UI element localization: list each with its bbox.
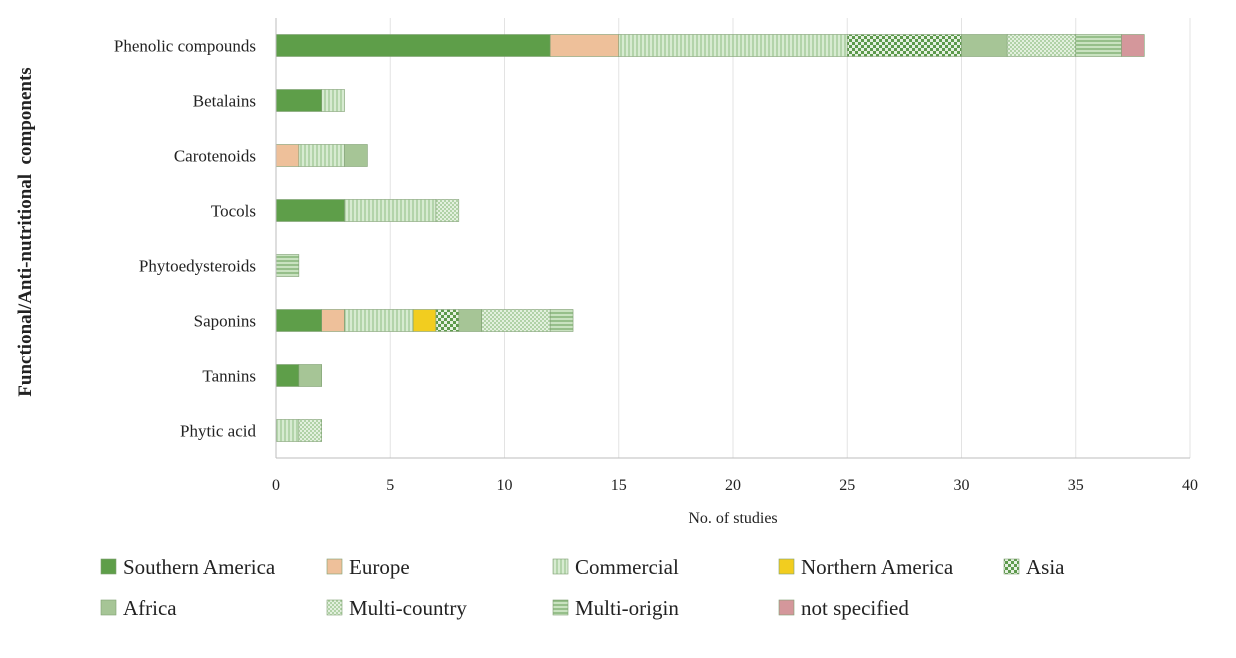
bar-saponins-multi-country xyxy=(481,309,551,332)
x-tick-label: 10 xyxy=(497,477,513,494)
bar-phenolic-compounds-commercial xyxy=(618,34,848,57)
bar-saponins-asia xyxy=(435,309,460,332)
x-tick-label: 20 xyxy=(725,477,741,494)
legend-swatch-africa xyxy=(100,599,117,616)
bar-carotenoids-europe xyxy=(275,144,300,167)
bar-saponins-europe xyxy=(321,309,345,332)
legend-label-africa: Africa xyxy=(123,596,177,620)
bar-tocols-southern-america xyxy=(275,199,345,222)
bar-carotenoids-commercial xyxy=(298,144,345,167)
legend-swatch-multi-origin xyxy=(552,599,569,616)
bar-tocols-commercial xyxy=(344,199,437,222)
legend-label-europe: Europe xyxy=(349,555,410,579)
bar-tannins-africa xyxy=(298,364,323,387)
legend-swatch-multi-country xyxy=(326,599,343,616)
x-axis-title: No. of studies xyxy=(688,510,777,527)
bar-phenolic-compounds-multi-origin xyxy=(1075,34,1122,57)
y-axis-title: Functional/Anti-nutritional components xyxy=(15,67,36,396)
legend: Southern America Europe Commercial Northern… xyxy=(100,555,1065,620)
gridlines xyxy=(389,18,1191,458)
legend-label-asia: Asia xyxy=(1026,555,1065,579)
bars xyxy=(275,34,1145,442)
category-label: Betalains xyxy=(193,92,256,111)
bar-phenolic-compounds-europe xyxy=(549,34,620,57)
legend-label-multi-country: Multi-country xyxy=(349,596,467,620)
x-tick-label: 40 xyxy=(1182,477,1198,494)
bar-betalains-southern-america xyxy=(275,89,323,112)
bar-saponins-southern-america xyxy=(275,309,323,332)
x-tick-label: 30 xyxy=(954,477,970,494)
legend-swatch-not-specified xyxy=(778,599,795,616)
x-tick-label: 25 xyxy=(839,477,855,494)
bar-phytic-acid-multi-country xyxy=(298,419,323,442)
bar-tannins-southern-america xyxy=(275,364,300,387)
x-tick-label: 0 xyxy=(272,477,280,494)
bar-phytic-acid-commercial xyxy=(275,419,300,442)
category-label: Tannins xyxy=(202,367,256,386)
legend-label-southern-america: Southern America xyxy=(123,555,276,579)
legend-swatch-northern-america xyxy=(778,558,795,575)
legend-label-northern-america: Northern America xyxy=(801,555,954,579)
category-labels: Phenolic compounds Betalains Carotenoids To… xyxy=(114,37,257,441)
bar-phytoedysteroids-multi-origin xyxy=(275,254,300,277)
category-label: Phenolic compounds xyxy=(114,37,256,56)
category-label: Tocols xyxy=(211,202,256,221)
bar-phenolic-compounds-asia xyxy=(846,34,962,57)
bar-tocols-multi-country xyxy=(435,199,460,222)
category-label: Saponins xyxy=(194,312,256,331)
x-tick-label: 35 xyxy=(1068,477,1084,494)
x-tick-labels: 0 5 10 15 20 25 30 35 40 xyxy=(272,477,1198,494)
bar-carotenoids-africa xyxy=(344,144,368,167)
bar-saponins-africa xyxy=(458,309,482,332)
category-label: Carotenoids xyxy=(174,147,256,166)
legend-swatch-commercial xyxy=(552,558,569,575)
category-label: Phytoedysteroids xyxy=(139,257,256,276)
bar-saponins-multi-origin xyxy=(549,309,574,332)
legend-swatch-europe xyxy=(326,558,343,575)
x-tick-label: 15 xyxy=(611,477,627,494)
bar-phenolic-compounds-africa xyxy=(961,34,1008,57)
bar-saponins-commercial xyxy=(344,309,414,332)
legend-label-commercial: Commercial xyxy=(575,555,679,579)
bar-phenolic-compounds-multi-country xyxy=(1006,34,1077,57)
bar-saponins-northern-america xyxy=(412,309,437,332)
category-label: Phytic acid xyxy=(180,422,257,441)
x-tick-label: 5 xyxy=(386,477,394,494)
bar-phenolic-compounds-southern-america xyxy=(275,34,551,57)
legend-label-not-specified: not specified xyxy=(801,596,909,620)
bar-betalains-commercial xyxy=(321,89,345,112)
legend-swatch-southern-america xyxy=(100,558,117,575)
bar-phenolic-compounds-not-specified xyxy=(1121,34,1145,57)
legend-label-multi-origin: Multi-origin xyxy=(575,596,679,620)
legend-swatch-asia xyxy=(1003,558,1020,575)
